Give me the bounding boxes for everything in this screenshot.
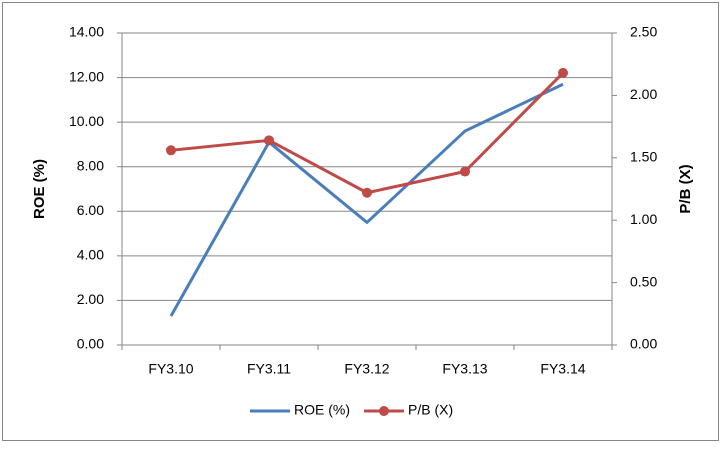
legend-label: ROE (%) — [294, 402, 350, 418]
marker — [362, 187, 372, 198]
y-tick-label: 8.00 — [77, 157, 104, 173]
y-tick-label: 10.00 — [69, 113, 104, 129]
y2-tick-label: 0.00 — [630, 336, 657, 352]
y2-tick-label: 2.50 — [630, 24, 657, 40]
y2-tick-label: 0.50 — [630, 273, 657, 289]
y-tick-label: 12.00 — [69, 68, 104, 84]
x-tick-label: FY3.12 — [344, 361, 389, 377]
y2-tick-label: 1.50 — [630, 149, 657, 165]
x-tick-label: FY3.14 — [540, 361, 585, 377]
marker — [460, 166, 470, 177]
x-tick-label: FY3.11 — [247, 361, 291, 377]
legend-marker — [379, 406, 389, 416]
y-tick-label: 6.00 — [77, 202, 104, 218]
y-tick-label: 4.00 — [77, 247, 104, 263]
y2-axis-title: P/B (X) — [677, 164, 694, 213]
y2-tick-label: 2.00 — [630, 86, 657, 102]
x-tick-label: FY3.10 — [148, 361, 193, 377]
y-tick-label: 0.00 — [77, 336, 104, 352]
x-tick-label: FY3.13 — [442, 361, 487, 377]
y2-tick-label: 1.00 — [630, 211, 657, 227]
legend-label: P/B (X) — [408, 402, 453, 418]
y-tick-label: 2.00 — [77, 291, 104, 307]
y-tick-label: 14.00 — [69, 24, 104, 40]
y-axis-title: ROE (%) — [31, 159, 48, 219]
marker — [166, 145, 176, 156]
marker — [264, 135, 274, 146]
line — [169, 82, 564, 317]
marker — [558, 67, 568, 78]
